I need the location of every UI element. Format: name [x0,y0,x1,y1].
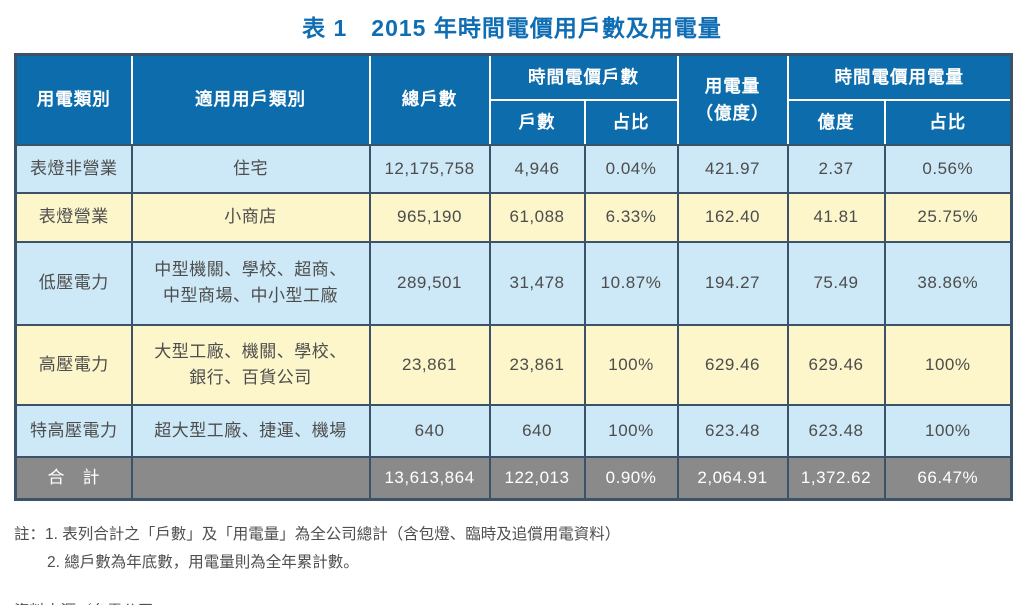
cell-applicable: 小商店 [130,191,371,243]
table-row: 低壓電力 中型機關、學校、超商、 中型商場、中小型工廠 289,501 31,4… [14,240,1013,326]
header-group-tou-usage: 時間電價用電量 [786,53,1013,101]
cell-total: 289,501 [368,240,491,326]
cell-tou-usage: 75.49 [786,240,886,326]
cell-tou-share: 0.90% [583,455,679,501]
cell-tou-usage-share: 66.47% [883,455,1013,501]
cell-total: 12,175,758 [368,143,491,194]
cell-category: 低壓電力 [14,240,133,326]
cell-total: 965,190 [368,191,491,243]
header-tou-share: 占比 [583,98,679,146]
header-tou-usage: 億度 [786,98,886,146]
header-category: 用電類別 [14,53,133,146]
footnote-2-text: 2. 總戶數為年底數，用電量則為全年累計數。 [47,554,359,571]
cell-category: 表燈營業 [14,191,133,243]
cell-usage: 2,064.91 [676,455,789,501]
table-row: 特高壓電力 超大型工廠、捷運、機場 640 640 100% 623.48 62… [14,403,1013,458]
cell-applicable: 大型工廠、機關、學校、 銀行、百貨公司 [130,323,371,406]
header-group-tou-households: 時間電價戶數 [488,53,679,101]
cell-tou-usage: 41.81 [786,191,886,243]
cell-tou-share: 100% [583,323,679,406]
cell-category: 高壓電力 [14,323,133,406]
cell-tou-share: 0.04% [583,143,679,194]
table-title: 表 1 2015 年時間電價用戶數及用電量 [302,15,722,41]
cell-total: 640 [368,403,491,458]
cell-tou-share: 10.87% [583,240,679,326]
cell-tou-share: 100% [583,403,679,458]
cell-tou-usage-share: 25.75% [883,191,1013,243]
cell-tou-usage: 1,372.62 [786,455,886,501]
cell-tou-usage-share: 100% [883,323,1013,406]
cell-usage: 421.97 [676,143,789,194]
cell-tou-usage: 2.37 [786,143,886,194]
footnote-line-1: 註：1. 表列合計之「戶數」及「用電量」為全公司總計（含包燈、臨時及追償用電資料… [14,521,1024,549]
cell-tou-usage-share: 100% [883,403,1013,458]
cell-tou-usage-share: 38.86% [883,240,1013,326]
cell-tou-usage: 623.48 [786,403,886,458]
cell-applicable: 住宅 [130,143,371,194]
cell-tou-usage: 629.46 [786,323,886,406]
cell-tou-usage-share: 0.56% [883,143,1013,194]
cell-total-label: 合 計 [14,455,133,501]
header-tou-usage-share: 占比 [883,98,1013,146]
cell-applicable-empty [130,455,371,501]
header-total-households: 總戶數 [368,53,491,146]
cell-usage: 623.48 [676,403,789,458]
header-row-groups: 用電類別 適用用戶類別 總戶數 時間電價戶數 用電量 （億度） 時間電價用電量 [14,53,1013,146]
header-row-sub: 戶數 占比 億度 占比 [16,98,1013,146]
table-row: 表燈營業 小商店 965,190 61,088 6.33% 162.40 41.… [14,191,1013,243]
cell-usage: 629.46 [676,323,789,406]
cell-applicable: 超大型工廠、捷運、機場 [130,403,371,458]
total-row: 合 計 13,613,864 122,013 0.90% 2,064.91 1,… [14,455,1013,501]
cell-tou-households: 640 [488,403,586,458]
cell-category: 表燈非營業 [14,143,133,194]
cell-tou-households: 23,861 [488,323,586,406]
cell-tou-households: 31,478 [488,240,586,326]
header-usage: 用電量 （億度） [676,53,789,146]
cell-applicable: 中型機關、學校、超商、 中型商場、中小型工廠 [130,240,371,326]
cell-total: 23,861 [368,323,491,406]
footnote-1-text: 1. 表列合計之「戶數」及「用電量」為全公司總計（含包燈、臨時及追償用電資料） [45,526,621,543]
header-tou-households: 戶數 [488,98,586,146]
cell-tou-households: 4,946 [488,143,586,194]
table-row: 表燈非營業 住宅 12,175,758 4,946 0.04% 421.97 2… [14,143,1013,194]
footnote-prefix: 註： [14,526,46,543]
tou-electricity-table: 用電類別 適用用戶類別 總戶數 時間電價戶數 用電量 （億度） 時間電價用電量 … [14,53,1013,501]
cell-tou-share: 6.33% [583,191,679,243]
footnotes: 註：1. 表列合計之「戶數」及「用電量」為全公司總計（含包燈、臨時及追償用電資料… [14,521,1024,577]
cell-total: 13,613,864 [368,455,491,501]
data-source: 資料來源／台電公司 [14,599,1024,605]
header-applicable: 適用用戶類別 [130,53,371,146]
cell-tou-households: 122,013 [488,455,586,501]
cell-tou-households: 61,088 [488,191,586,243]
cell-category: 特高壓電力 [14,403,133,458]
cell-usage: 162.40 [676,191,789,243]
cell-usage: 194.27 [676,240,789,326]
footnote-line-2: 2. 總戶數為年底數，用電量則為全年累計數。 [14,549,1024,577]
table-row: 高壓電力 大型工廠、機關、學校、 銀行、百貨公司 23,861 23,861 1… [14,323,1013,406]
